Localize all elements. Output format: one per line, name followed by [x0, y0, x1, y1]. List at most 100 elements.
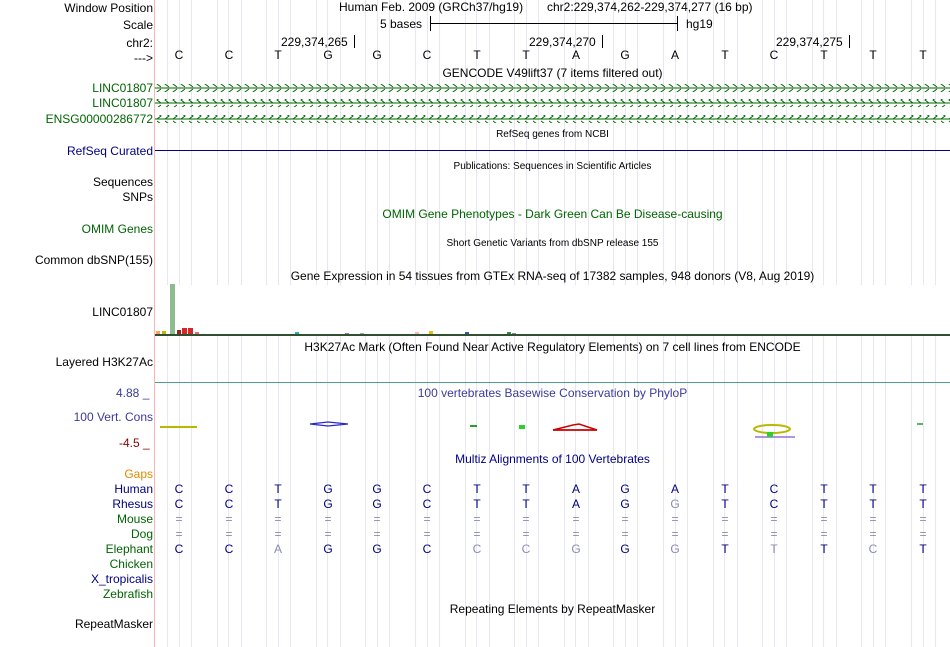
- ruler-base: T: [473, 48, 481, 62]
- phylop-label[interactable]: 100 Vert. Cons: [73, 410, 153, 424]
- multiz-base: T: [919, 482, 927, 496]
- multiz-base: C: [224, 542, 234, 556]
- phylop-plot[interactable]: [155, 415, 950, 445]
- multiz-base: G: [323, 542, 333, 556]
- label-column-divider: [154, 0, 155, 647]
- gtex-bar-adipose: [156, 331, 160, 334]
- multiz-species-label[interactable]: Dog: [130, 527, 153, 541]
- multiz-species-label[interactable]: Rhesus: [112, 497, 153, 511]
- phylop-mark-9: [767, 432, 773, 437]
- publications-snps-label[interactable]: SNPs: [122, 190, 153, 204]
- multiz-base: T: [919, 497, 927, 511]
- multiz-base: =: [225, 512, 233, 526]
- h3k27ac-label[interactable]: Layered H3K27Ac: [55, 355, 153, 369]
- gencode-item-2[interactable]: LINC01807: [92, 96, 153, 110]
- h3k27ac-title[interactable]: H3K27Ac Mark (Often Found Near Active Re…: [304, 340, 801, 354]
- gencode-item-3[interactable]: ENSG00000286772: [45, 112, 153, 126]
- multiz-base: =: [175, 527, 183, 541]
- multiz-title[interactable]: Multiz Alignments of 100 Vertebrates: [455, 452, 650, 466]
- phylop-mark-4: [519, 425, 525, 429]
- dbsnp-label[interactable]: Common dbSNP(155): [34, 253, 153, 267]
- gaps-label[interactable]: Gaps: [124, 467, 153, 481]
- multiz-base: T: [522, 497, 530, 511]
- multiz-base: =: [621, 527, 629, 541]
- multiz-base: =: [621, 512, 629, 526]
- multiz-base: T: [721, 497, 729, 511]
- multiz-base: C: [174, 482, 184, 496]
- ruler-base: G: [323, 48, 333, 62]
- multiz-base: T: [721, 482, 729, 496]
- coord-tick-1: [354, 35, 355, 48]
- multiz-base: =: [671, 527, 679, 541]
- omim-title[interactable]: OMIM Gene Phenotypes - Dark Green Can Be…: [382, 207, 723, 221]
- multiz-base: =: [274, 527, 282, 541]
- multiz-base: C: [174, 542, 184, 556]
- h3k27ac-baseline: [155, 382, 950, 383]
- refseq-label[interactable]: RefSeq Curated: [66, 144, 153, 158]
- gtex-bar-colon: [182, 328, 187, 334]
- multiz-base: C: [174, 497, 184, 511]
- multiz-base: T: [820, 497, 828, 511]
- gencode-gene-models[interactable]: [155, 80, 950, 126]
- window-position-label: Window Position: [64, 1, 153, 15]
- coord-tick-2: [602, 35, 603, 48]
- multiz-base: =: [820, 512, 828, 526]
- ruler-base: T: [274, 48, 282, 62]
- gtex-bar-muscle: [345, 333, 349, 334]
- multiz-base: =: [225, 527, 233, 541]
- publications-sequences-label[interactable]: Sequences: [92, 175, 153, 189]
- multiz-base: G: [620, 482, 630, 496]
- gtex-bar-brain-peak: [170, 284, 175, 334]
- coord-tick-3: [849, 35, 850, 48]
- gtex-bar-breast: [177, 330, 181, 334]
- gtex-label[interactable]: LINC01807: [92, 305, 153, 319]
- ruler-base: C: [422, 48, 432, 62]
- multiz-base: =: [175, 512, 183, 526]
- repeatmasker-title[interactable]: Repeating Elements by RepeatMasker: [449, 602, 656, 616]
- multiz-species-label[interactable]: Elephant: [105, 542, 153, 556]
- gencode-title[interactable]: GENCODE V49lift37 (7 items filtered out): [442, 66, 663, 80]
- multiz-species-label[interactable]: Human: [114, 482, 153, 496]
- multiz-base: T: [770, 542, 778, 556]
- dbsnp-title[interactable]: Short Genetic Variants from dbSNP releas…: [446, 238, 659, 249]
- ruler-base: C: [224, 48, 234, 62]
- gtex-bar-artery: [162, 331, 166, 334]
- chrom-label: chr2:: [126, 36, 153, 50]
- multiz-base: =: [869, 527, 877, 541]
- phylop-title[interactable]: 100 vertebrates Basewise Conservation by…: [417, 386, 688, 400]
- gtex-barchart[interactable]: [155, 283, 950, 339]
- multiz-species-label[interactable]: Mouse: [116, 512, 153, 526]
- multiz-base: =: [274, 512, 282, 526]
- multiz-base: =: [373, 527, 381, 541]
- publications-title[interactable]: Publications: Sequences in Scientific Ar…: [453, 161, 652, 172]
- multiz-species-label[interactable]: Zebrafish: [102, 587, 153, 601]
- multiz-base: =: [473, 527, 481, 541]
- multiz-base: G: [571, 542, 581, 556]
- multiz-base: G: [620, 542, 630, 556]
- gtex-bar-nerve: [360, 333, 364, 334]
- gencode-item-1[interactable]: LINC01807: [92, 81, 153, 95]
- multiz-base: C: [224, 497, 234, 511]
- multiz-species-label[interactable]: X_tropicalis: [90, 572, 153, 586]
- phylop-mark-7: [753, 424, 791, 434]
- gtex-panel-bg: [155, 285, 950, 335]
- gtex-title[interactable]: Gene Expression in 54 tissues from GTEx …: [290, 269, 815, 283]
- gencode-strand-arrows-3: [155, 115, 950, 123]
- multiz-species-label[interactable]: Chicken: [109, 557, 153, 571]
- multiz-base: T: [274, 482, 282, 496]
- multiz-base: C: [422, 542, 432, 556]
- omim-label[interactable]: OMIM Genes: [81, 222, 153, 236]
- multiz-base: =: [423, 527, 431, 541]
- ruler-base: C: [174, 48, 184, 62]
- ruler-base: C: [769, 48, 779, 62]
- refseq-gene-line[interactable]: [155, 150, 950, 151]
- multiz-base: A: [670, 482, 679, 496]
- phylop-max-label: 4.88 _: [116, 386, 150, 400]
- multiz-base: C: [422, 482, 432, 496]
- phylop-mark-5: [552, 423, 598, 431]
- multiz-base: =: [671, 512, 679, 526]
- scale-bar-left-tick: [430, 16, 431, 31]
- refseq-title[interactable]: RefSeq genes from NCBI: [496, 129, 609, 140]
- repeatmasker-label[interactable]: RepeatMasker: [74, 617, 153, 631]
- gtex-bar-heart: [195, 332, 199, 334]
